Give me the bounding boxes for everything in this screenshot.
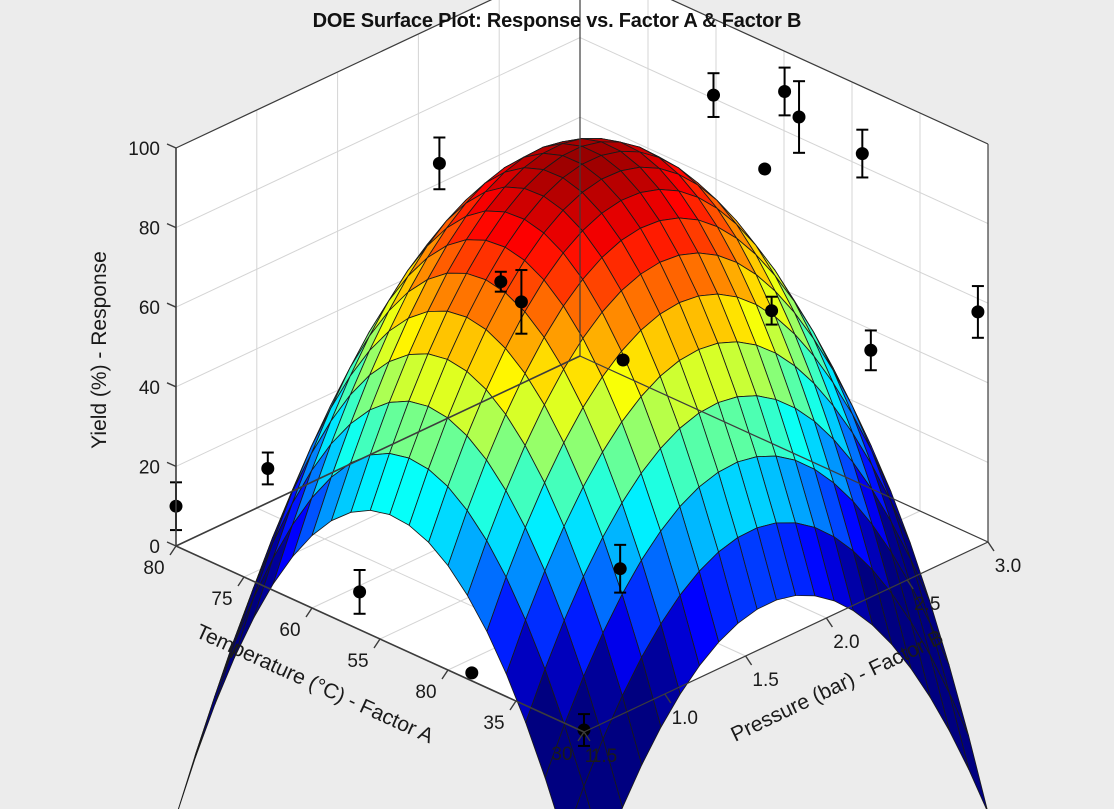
tick-label: 1.5 bbox=[591, 746, 617, 767]
tick-label: 40 bbox=[139, 378, 160, 399]
data-point bbox=[432, 156, 446, 170]
data-point bbox=[577, 723, 591, 737]
data-points bbox=[169, 85, 985, 737]
tick-label: 1.5 bbox=[752, 670, 778, 691]
tick-label: 80 bbox=[139, 219, 160, 240]
tick-label: 1 bbox=[585, 746, 596, 767]
data-point bbox=[971, 305, 985, 319]
data-point bbox=[864, 343, 878, 357]
tick-label: 60 bbox=[139, 298, 160, 319]
data-point bbox=[353, 585, 367, 599]
data-point bbox=[765, 304, 779, 318]
data-point bbox=[465, 666, 479, 680]
data-point bbox=[613, 562, 627, 576]
tick-label: 0 bbox=[149, 537, 160, 558]
z-axis-title: Yield (%) - Response bbox=[88, 251, 111, 449]
response-surface bbox=[177, 138, 988, 809]
data-point bbox=[792, 110, 806, 124]
tick-label: 80 bbox=[143, 558, 164, 579]
data-point bbox=[855, 147, 869, 161]
tick-label: 75 bbox=[211, 589, 232, 610]
tick-label: 80 bbox=[415, 682, 436, 703]
data-point bbox=[514, 295, 528, 309]
tick-label: 35 bbox=[483, 713, 504, 734]
tick-label: 55 bbox=[347, 651, 368, 672]
tick-label: 3.0 bbox=[995, 556, 1021, 577]
data-point bbox=[778, 85, 792, 98]
tick-label: 2.0 bbox=[833, 632, 859, 653]
tick-label: 30 bbox=[551, 744, 572, 765]
tick-label: 2.5 bbox=[914, 594, 940, 615]
tick-label: 60 bbox=[279, 620, 300, 641]
data-point bbox=[758, 162, 772, 176]
tick-label: 20 bbox=[139, 457, 160, 478]
tick-label: 1.0 bbox=[672, 708, 698, 729]
page-title: DOE Surface Plot: Response vs. Factor A … bbox=[312, 10, 802, 32]
data-point bbox=[494, 275, 508, 289]
axis-lines bbox=[166, 0, 995, 742]
tick-label: 100 bbox=[128, 139, 160, 160]
data-point bbox=[707, 88, 720, 102]
data-point bbox=[261, 462, 275, 475]
data-point bbox=[616, 353, 630, 367]
